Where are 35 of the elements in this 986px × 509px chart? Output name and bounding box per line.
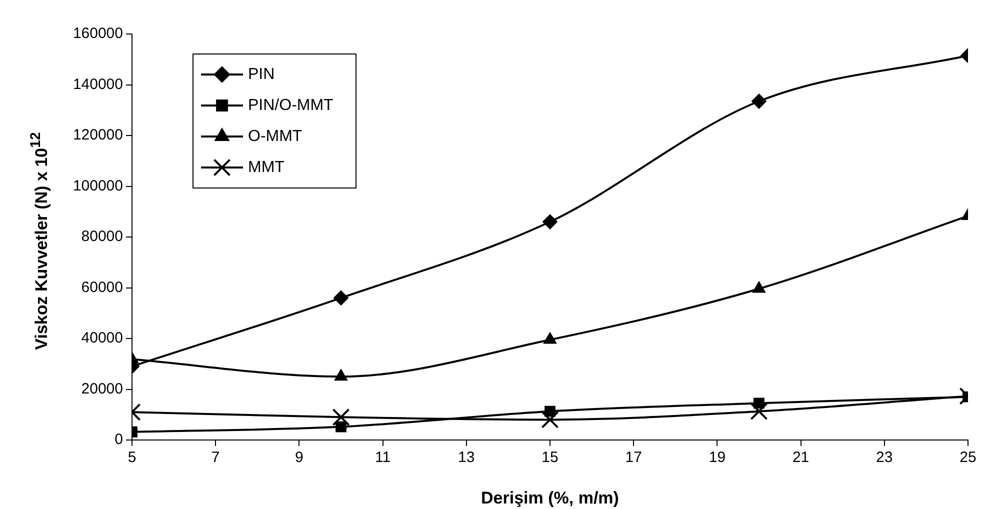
x-tick-label: 15 [542, 449, 558, 466]
point [752, 94, 766, 109]
point [750, 402, 768, 420]
x-tick-label: 21 [792, 449, 810, 466]
point [336, 421, 346, 432]
point [542, 214, 558, 230]
point [754, 398, 764, 409]
point [541, 410, 559, 428]
x-tick-label: 5 [128, 449, 136, 466]
legend-label: PIN [248, 66, 275, 83]
y-tick-label: 80000 [81, 228, 123, 246]
legend-label: O-MMT [248, 128, 302, 145]
y-tick-label: 60000 [81, 278, 123, 296]
point [544, 406, 556, 417]
y-tick-label: 0 [114, 431, 123, 448]
y-tick-label: 160000 [72, 25, 123, 42]
x-tick-label: 9 [295, 449, 304, 466]
x-tick-label: 13 [458, 449, 475, 466]
y-tick-label: 120000 [72, 126, 123, 144]
legend-label: MMT [248, 158, 285, 176]
x-tick-label: 11 [375, 449, 391, 466]
x-tick-label: 23 [876, 449, 893, 466]
x-tick-label: 7 [211, 449, 220, 466]
y-tick-label: 140000 [72, 76, 123, 93]
x-tick-label: 17 [625, 449, 642, 466]
legend-label: PIN/O-MMT [248, 96, 334, 114]
y-tick-label: 20000 [81, 380, 123, 398]
y-tick-label: 100000 [72, 177, 123, 194]
x-tick-label: 25 [960, 449, 976, 466]
point [332, 408, 350, 426]
y-tick-label: 40000 [81, 330, 123, 347]
x-axis-title: Derişim (%, m/m) [481, 488, 619, 508]
x-tick-label: 19 [708, 449, 726, 466]
point [334, 369, 348, 381]
point [334, 290, 348, 306]
